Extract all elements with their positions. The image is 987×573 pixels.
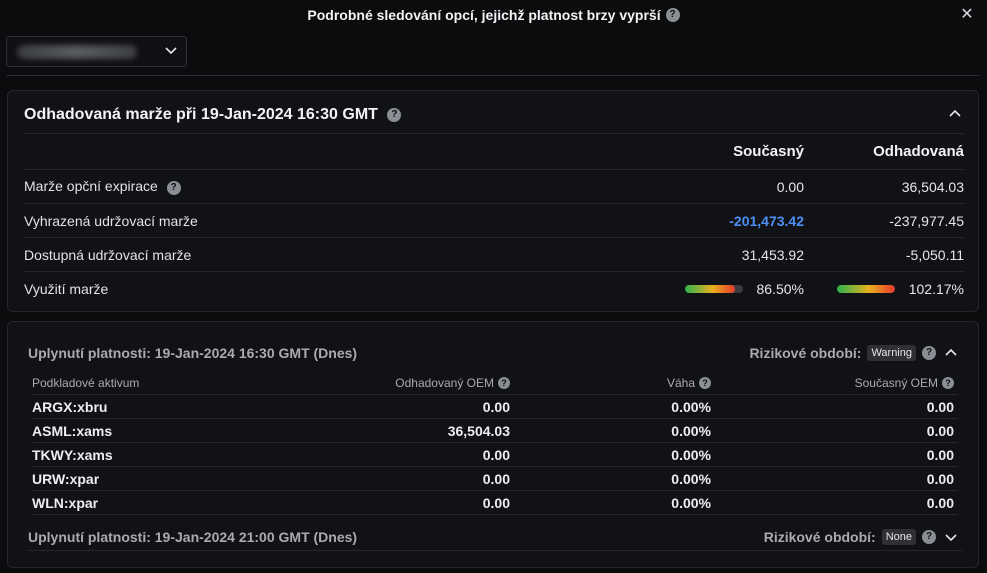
- col-weight-label: Váha: [666, 375, 695, 390]
- cur-oem: 0.00: [926, 398, 954, 415]
- utilization-bar: [836, 284, 895, 293]
- cur-oem: 0.00: [926, 422, 954, 439]
- estimated-value: -237,977.45: [889, 212, 964, 229]
- help-icon[interactable]: ?: [922, 530, 936, 544]
- est-oem: 0.00: [482, 398, 510, 415]
- col-cur-oem-label: Současný OEM: [854, 375, 938, 390]
- help-icon[interactable]: ?: [922, 346, 936, 360]
- table-row: TKWY:xams 0.00 0.00% 0.00: [32, 443, 958, 467]
- chevron-down-icon[interactable]: [944, 530, 958, 544]
- margin-table: Současný Odhadovaná Marže opční expirace…: [24, 133, 964, 305]
- help-icon[interactable]: ?: [699, 377, 711, 390]
- help-icon[interactable]: ?: [498, 377, 510, 390]
- est-oem: 0.00: [482, 494, 510, 511]
- cur-oem: 0.00: [926, 446, 954, 463]
- cur-oem: 0.00: [926, 494, 954, 511]
- est-oem: 0.00: [482, 446, 510, 463]
- est-oem: 0.00: [482, 470, 510, 487]
- dialog-titlebar: Podrobné sledování opcí, jejichž platnos…: [0, 0, 987, 30]
- risk-period: Rizikové období: None ?: [764, 529, 958, 545]
- utilization-bar-fill: [836, 284, 895, 293]
- asset: URW:xpar: [32, 470, 100, 487]
- current-value: 0.00: [776, 178, 804, 195]
- current-utilization: 86.50%: [684, 280, 804, 297]
- current-value: 86.50%: [756, 280, 804, 297]
- risk-label: Rizikové období:: [763, 529, 876, 545]
- expiry-header[interactable]: Uplynutí platnosti: 19-Jan-2024 16:30 GM…: [28, 338, 958, 368]
- chevron-up-icon[interactable]: [948, 107, 962, 121]
- expiry-panel: Uplynutí platnosti: 19-Jan-2024 16:30 GM…: [7, 321, 979, 568]
- account-select-value: [17, 44, 137, 59]
- estimated-value: -5,050.11: [905, 246, 964, 263]
- cur-oem: 0.00: [926, 470, 954, 487]
- col-est-oem-label: Odhadovaný OEM: [395, 375, 494, 390]
- margin-row-option-expiry: Marže opční expirace ? 0.00 36,504.03: [24, 169, 964, 203]
- weight: 0.00%: [671, 398, 711, 415]
- current-value: 31,453.92: [741, 246, 804, 263]
- help-icon[interactable]: ?: [166, 180, 181, 195]
- expiry-title: Uplynutí platnosti: 19-Jan-2024 16:30 GM…: [28, 345, 358, 361]
- weight: 0.00%: [671, 494, 711, 511]
- risk-label: Rizikové období:: [749, 345, 862, 361]
- chevron-down-icon: [165, 47, 177, 55]
- margin-panel-title-text: Odhadovaná marže při 19-Jan-2024 16:30 G…: [24, 106, 378, 123]
- account-select[interactable]: [6, 36, 187, 67]
- asset: WLN:xpar: [32, 494, 99, 511]
- margin-estimate-panel: Odhadovaná marže při 19-Jan-2024 16:30 G…: [7, 90, 979, 312]
- divider: [6, 75, 980, 76]
- estimated-value: 36,504.03: [901, 178, 964, 195]
- margin-row-reserved-maintenance: Vyhrazená udržovací marže -201,473.42 -2…: [24, 203, 964, 237]
- row-label: Dostupná udržovací marže: [24, 246, 192, 263]
- expiry-header[interactable]: Uplynutí platnosti: 19-Jan-2024 21:00 GM…: [28, 522, 958, 552]
- asset: ASML:xams: [32, 422, 113, 439]
- asset: TKWY:xams: [32, 446, 113, 463]
- risk-period: Rizikové období: Warning ?: [749, 345, 958, 361]
- help-icon[interactable]: ?: [387, 107, 402, 122]
- weight: 0.00%: [671, 422, 711, 439]
- options-table-header: Podkladové aktivum Odhadovaný OEM? Váha?…: [32, 371, 958, 395]
- col-estimated-header: Odhadovaná: [873, 143, 964, 160]
- table-row: ASML:xams 36,504.03 0.00% 0.00: [32, 419, 958, 443]
- margin-table-header: Současný Odhadovaná: [24, 133, 964, 169]
- current-value-link[interactable]: -201,473.42: [729, 212, 804, 229]
- help-icon[interactable]: ?: [665, 8, 680, 22]
- est-oem: 36,504.03: [447, 422, 510, 439]
- weight: 0.00%: [671, 446, 711, 463]
- risk-badge: Warning: [867, 345, 916, 361]
- close-icon[interactable]: ✕: [960, 6, 974, 23]
- dialog-title: Podrobné sledování opcí, jejichž platnos…: [307, 7, 661, 23]
- col-asset: Podkladové aktivum: [32, 375, 140, 390]
- chevron-up-icon[interactable]: [944, 346, 958, 360]
- utilization-bar-fill: [684, 284, 735, 293]
- row-label: Využití marže: [24, 280, 109, 297]
- estimated-value: 102.17%: [908, 280, 964, 297]
- estimated-utilization: 102.17%: [836, 280, 964, 297]
- row-label: Vyhrazená udržovací marže: [24, 212, 198, 229]
- risk-badge: None: [881, 529, 916, 545]
- col-weight: Váha?: [667, 376, 711, 390]
- asset: ARGX:xbru: [32, 398, 108, 415]
- expiry-title: Uplynutí platnosti: 19-Jan-2024 21:00 GM…: [28, 529, 358, 545]
- row-label-text: Marže opční expirace: [24, 178, 158, 195]
- col-cur-oem: Současný OEM?: [855, 376, 954, 390]
- col-est-oem: Odhadovaný OEM?: [395, 376, 510, 390]
- divider: [28, 550, 962, 551]
- options-table: Podkladové aktivum Odhadovaný OEM? Váha?…: [32, 371, 958, 515]
- weight: 0.00%: [671, 470, 711, 487]
- col-current-header: Současný: [733, 143, 804, 160]
- margin-row-available-maintenance: Dostupná udržovací marže 31,453.92 -5,05…: [24, 237, 964, 271]
- row-label: Marže opční expirace ?: [24, 178, 181, 195]
- margin-row-utilization: Využití marže 86.50% 102.17%: [24, 271, 964, 305]
- margin-panel-title: Odhadovaná marže při 19-Jan-2024 16:30 G…: [24, 106, 402, 124]
- utilization-bar: [684, 284, 743, 293]
- help-icon[interactable]: ?: [942, 377, 954, 390]
- table-row: ARGX:xbru 0.00 0.00% 0.00: [32, 395, 958, 419]
- table-row: WLN:xpar 0.00 0.00% 0.00: [32, 491, 958, 515]
- table-row: URW:xpar 0.00 0.00% 0.00: [32, 467, 958, 491]
